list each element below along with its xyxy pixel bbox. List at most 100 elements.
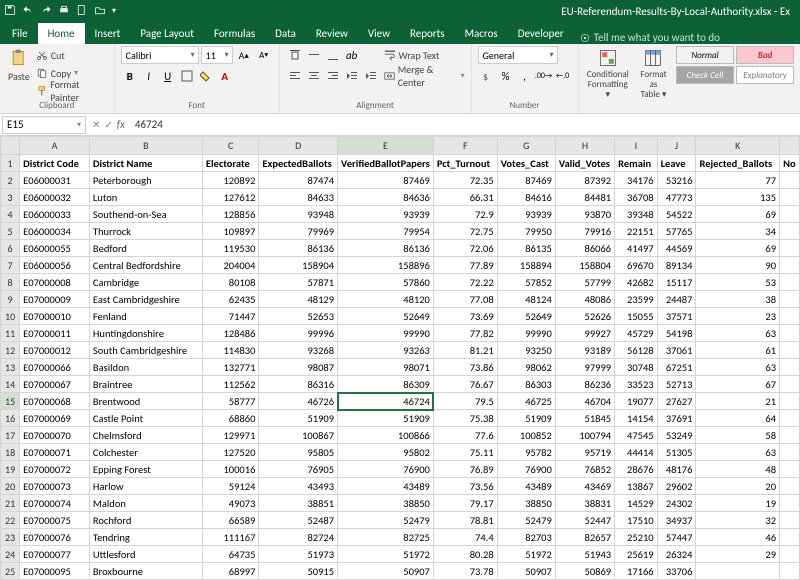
cell[interactable]: 48124 <box>497 291 555 308</box>
cell[interactable]: E06000056 <box>20 257 90 274</box>
cell[interactable]: 86136 <box>259 240 338 257</box>
row-header-17[interactable]: 17 <box>1 427 20 444</box>
cell[interactable]: 57765 <box>657 223 696 240</box>
accounting-format-icon[interactable]: $ <box>478 67 496 85</box>
cell[interactable]: 79916 <box>555 223 614 240</box>
cell[interactable]: 132771 <box>202 359 259 376</box>
decrease-indent-icon[interactable] <box>343 67 361 85</box>
cell[interactable]: 79950 <box>497 223 555 240</box>
col-header-G[interactable]: G <box>497 137 555 155</box>
col-header-next[interactable] <box>780 137 800 155</box>
col-header-D[interactable]: D <box>259 137 338 155</box>
tab-review[interactable]: Review <box>306 23 358 44</box>
cell[interactable]: 52479 <box>338 512 434 529</box>
cell[interactable]: 57852 <box>497 274 555 291</box>
increase-font-icon[interactable]: A▴ <box>235 46 253 64</box>
cell[interactable]: 23599 <box>615 291 657 308</box>
cell[interactable]: 49073 <box>202 495 259 512</box>
cell[interactable]: 66589 <box>202 512 259 529</box>
cell[interactable]: 51943 <box>555 546 614 563</box>
cell[interactable]: E06000033 <box>20 206 90 223</box>
cell[interactable]: 95802 <box>338 444 434 461</box>
cell[interactable]: 76905 <box>259 461 338 478</box>
row-header-25[interactable]: 25 <box>1 563 20 580</box>
cell[interactable]: 14154 <box>615 410 657 427</box>
cell[interactable]: 76900 <box>497 461 555 478</box>
cell[interactable]: Colchester <box>89 444 202 461</box>
font-color-icon[interactable]: A <box>216 67 234 85</box>
row-header-11[interactable]: 11 <box>1 325 20 342</box>
cell[interactable]: 46 <box>696 529 780 546</box>
select-all-corner[interactable] <box>1 137 20 155</box>
col-header-F[interactable]: F <box>433 137 497 155</box>
cell[interactable]: 81.21 <box>433 342 497 359</box>
cell[interactable] <box>780 410 800 427</box>
cell[interactable]: 42682 <box>615 274 657 291</box>
cell[interactable]: E07000076 <box>20 529 90 546</box>
cell[interactable] <box>780 325 800 342</box>
row-header-21[interactable]: 21 <box>1 495 20 512</box>
number-format-select[interactable]: General <box>478 46 558 64</box>
cell[interactable]: 25619 <box>615 546 657 563</box>
cell[interactable]: 76900 <box>338 461 434 478</box>
cell[interactable]: 100867 <box>259 427 338 444</box>
cell[interactable]: 72.35 <box>433 172 497 189</box>
cell[interactable]: 43489 <box>497 478 555 495</box>
merge-center-button[interactable]: Merge & Center ▾ <box>384 67 465 85</box>
cell[interactable]: Rochford <box>89 512 202 529</box>
cell[interactable]: 38 <box>696 291 780 308</box>
cell[interactable] <box>780 223 800 240</box>
cell[interactable]: 30748 <box>615 359 657 376</box>
cell[interactable]: 61 <box>696 342 780 359</box>
cell[interactable]: E07000011 <box>20 325 90 342</box>
cell[interactable]: 97999 <box>555 359 614 376</box>
cell[interactable] <box>780 172 800 189</box>
row-header-5[interactable]: 5 <box>1 223 20 240</box>
cell[interactable]: 127520 <box>202 444 259 461</box>
cell[interactable]: 34 <box>696 223 780 240</box>
quickprint-icon[interactable] <box>58 4 70 19</box>
cell[interactable]: 43493 <box>259 478 338 495</box>
cell[interactable]: 21 <box>696 393 780 410</box>
cell[interactable]: 87392 <box>555 172 614 189</box>
cell[interactable]: 100866 <box>338 427 434 444</box>
cell[interactable]: 93250 <box>497 342 555 359</box>
cell[interactable]: 50915 <box>259 563 338 580</box>
align-center-icon[interactable] <box>305 67 323 85</box>
cell[interactable]: 79954 <box>338 223 434 240</box>
cell[interactable]: 53249 <box>657 427 696 444</box>
cell[interactable]: 38851 <box>259 495 338 512</box>
cell[interactable] <box>780 546 800 563</box>
tab-reports[interactable]: Reports <box>400 23 455 44</box>
redo-icon[interactable] <box>40 4 52 19</box>
col-header-E[interactable]: E <box>338 137 434 155</box>
col-header-A[interactable]: A <box>20 137 90 155</box>
cell[interactable]: 27627 <box>657 393 696 410</box>
cell[interactable]: 24302 <box>657 495 696 512</box>
cell[interactable]: 111167 <box>202 529 259 546</box>
align-right-icon[interactable] <box>324 67 342 85</box>
cell[interactable]: 69 <box>696 240 780 257</box>
cell[interactable]: 51845 <box>555 410 614 427</box>
align-middle-icon[interactable] <box>305 46 323 64</box>
row-header-1[interactable]: 1 <box>1 155 20 172</box>
cell[interactable] <box>780 376 800 393</box>
cell[interactable]: 93189 <box>555 342 614 359</box>
cell[interactable]: 158896 <box>338 257 434 274</box>
font-size-select[interactable]: 11 <box>201 46 233 64</box>
cell[interactable]: 82725 <box>338 529 434 546</box>
cell[interactable]: 63 <box>696 325 780 342</box>
header-cell[interactable]: District Name <box>89 155 202 172</box>
cell[interactable]: 68860 <box>202 410 259 427</box>
cell[interactable]: 112562 <box>202 376 259 393</box>
cell[interactable]: 56128 <box>615 342 657 359</box>
cell[interactable]: 57799 <box>555 274 614 291</box>
cell[interactable]: 77 <box>696 172 780 189</box>
cell[interactable] <box>780 461 800 478</box>
cell[interactable] <box>780 563 800 580</box>
cell[interactable]: E07000069 <box>20 410 90 427</box>
header-cell[interactable]: Electorate <box>202 155 259 172</box>
cell[interactable]: 46724 <box>338 393 434 410</box>
cancel-formula-icon[interactable]: ✕ <box>92 118 100 131</box>
percent-format-icon[interactable]: % <box>497 67 515 85</box>
